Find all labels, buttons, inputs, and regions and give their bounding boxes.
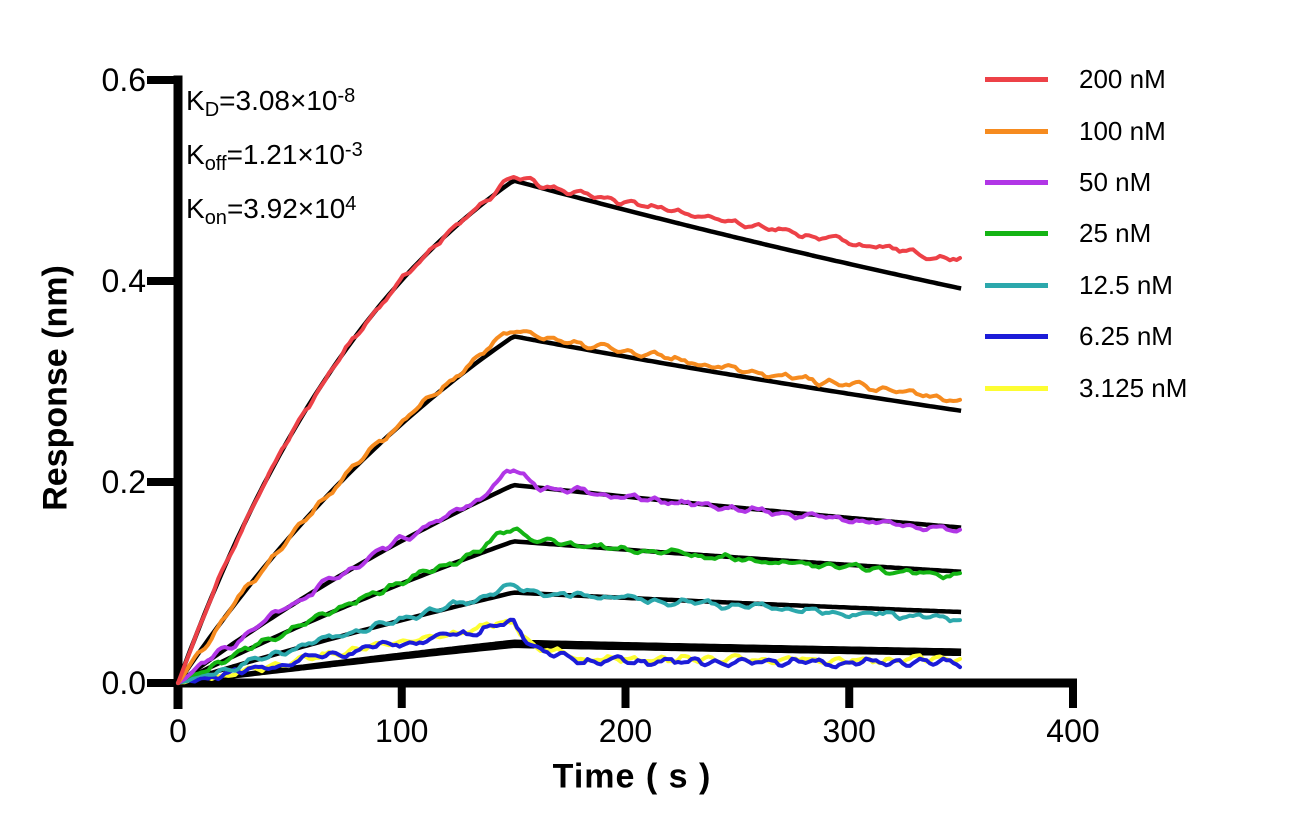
k-value: =3.92×10 — [226, 193, 346, 224]
k-subscript: on — [204, 207, 227, 229]
k-subscript: D — [204, 99, 220, 121]
legend-swatch — [985, 128, 1048, 134]
legend-label: 6.25 nM — [1079, 321, 1173, 352]
legend-item-50nM: 50 nM — [985, 157, 1187, 208]
kon-annotation: Kon=3.92×104 — [186, 184, 363, 238]
fit-line-100nM — [176, 334, 962, 685]
k-subscript: off — [204, 153, 227, 175]
k-exponent: -8 — [337, 85, 356, 107]
legend-label: 12.5 nM — [1079, 269, 1173, 300]
legend-swatch — [985, 385, 1048, 391]
y-tick-label: 0.6 — [101, 62, 146, 98]
y-tick-label: 0.2 — [101, 464, 146, 500]
legend-label: 50 nM — [1079, 166, 1152, 197]
k-symbol: K — [186, 85, 205, 116]
data-curve-12.5nM — [176, 582, 962, 685]
legend-label: 25 nM — [1079, 218, 1152, 249]
x-tick-label: 0 — [169, 713, 187, 749]
kd-annotation: KD=3.08×10-8 — [186, 76, 363, 130]
legend-label: 200 nM — [1079, 64, 1166, 95]
y-tick-label: 0.0 — [101, 665, 146, 701]
x-tick-label: 400 — [1046, 713, 1100, 749]
k-value: =1.21×10 — [226, 139, 345, 170]
legend-swatch — [985, 282, 1048, 288]
legend-item-3.125nM: 3.125 nM — [985, 362, 1187, 413]
data-curve-50nM — [176, 468, 962, 685]
x-tick-label: 200 — [598, 713, 653, 749]
k-symbol: K — [186, 193, 205, 224]
koff-annotation: Koff=1.21×10-3 — [186, 130, 363, 184]
data-curve-25nM — [176, 526, 962, 685]
legend-item-25nM: 25 nM — [985, 208, 1187, 259]
x-axis-title: Time ( s ) — [552, 757, 712, 796]
legend-label: 100 nM — [1079, 115, 1166, 146]
k-exponent: -3 — [344, 139, 363, 161]
legend-item-100nM: 100 nM — [985, 105, 1187, 156]
data-curve-6.25nM — [176, 617, 962, 685]
legend-label: 3.125 nM — [1079, 372, 1188, 403]
fit-line-3.125nM — [177, 643, 962, 686]
legend-item-200nM: 200 nM — [985, 54, 1187, 105]
legend-swatch — [985, 334, 1048, 340]
legend-swatch — [985, 77, 1048, 83]
k-value: =3.08×10 — [219, 85, 338, 116]
legend: 200 nM 100 nM 50 nM 25 nM 12.5 nM 6.25 nM 3.12… — [985, 54, 1187, 414]
legend-item-12.5nM: 12.5 nM — [985, 260, 1187, 311]
x-tick-label: 300 — [822, 713, 876, 749]
k-symbol: K — [186, 139, 205, 170]
data-curve-200nM — [176, 175, 962, 685]
legend-swatch — [985, 231, 1048, 237]
kinetics-annotation: KD=3.08×10-8 Koff=1.21×10-3 Kon=3.92×104 — [186, 76, 363, 238]
k-exponent: 4 — [345, 193, 357, 215]
data-curve-100nM — [176, 329, 962, 685]
legend-item-6.25nM: 6.25 nM — [985, 311, 1187, 362]
x-tick-label: 100 — [375, 713, 429, 749]
y-tick-label: 0.4 — [101, 263, 146, 299]
legend-swatch — [985, 179, 1048, 185]
